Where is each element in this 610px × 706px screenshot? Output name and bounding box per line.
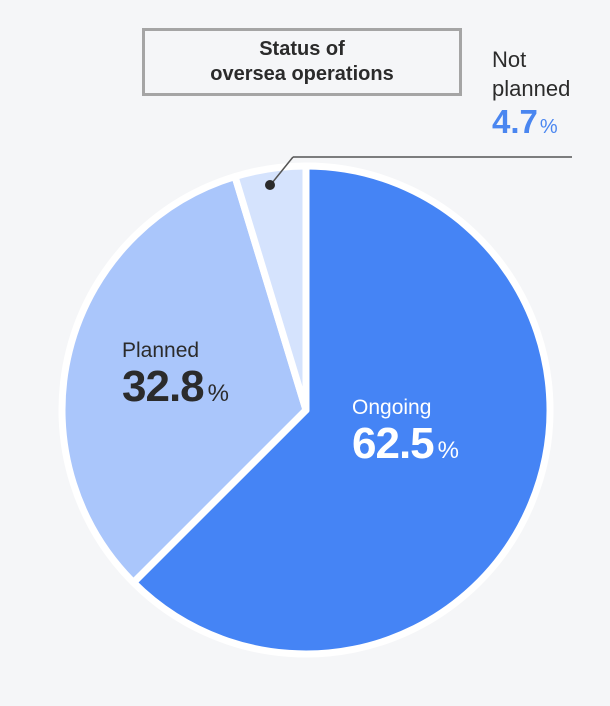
- not-planned-value: 4.7%: [492, 103, 570, 146]
- leader-line-diagonal: [271, 156, 294, 184]
- ongoing-value-number: 62.5: [352, 419, 435, 468]
- ongoing-value: 62.5%: [352, 419, 459, 475]
- pie-slice-planned: [58, 173, 310, 587]
- chart-title-line1: Status of: [259, 38, 345, 60]
- ongoing-value-unit: %: [437, 437, 459, 464]
- ongoing-name: Ongoing: [352, 396, 432, 419]
- planned-value-unit: %: [207, 380, 229, 407]
- slice-label-planned: Planned 32.8%: [122, 338, 229, 418]
- chart-title-box: Status of oversea operations: [142, 28, 462, 96]
- not-planned-value-number: 4.7: [492, 103, 538, 140]
- chart-title-line2: oversea operations: [210, 63, 394, 85]
- slice-label-not-planned: Not planned 4.7%: [492, 45, 570, 146]
- not-planned-value-unit: %: [539, 116, 558, 138]
- planned-value: 32.8%: [122, 362, 229, 418]
- not-planned-name-line1: Not: [492, 47, 527, 72]
- pie-slices: [58, 162, 554, 658]
- slice-label-ongoing: Ongoing 62.5%: [352, 395, 459, 475]
- not-planned-name-line2: planned: [492, 76, 571, 101]
- planned-name: Planned: [122, 339, 200, 362]
- pie-slice-ongoing: [129, 162, 554, 658]
- planned-value-number: 32.8: [122, 362, 205, 411]
- leader-dot: [265, 180, 275, 190]
- pie-slice-not-planned: [231, 162, 310, 414]
